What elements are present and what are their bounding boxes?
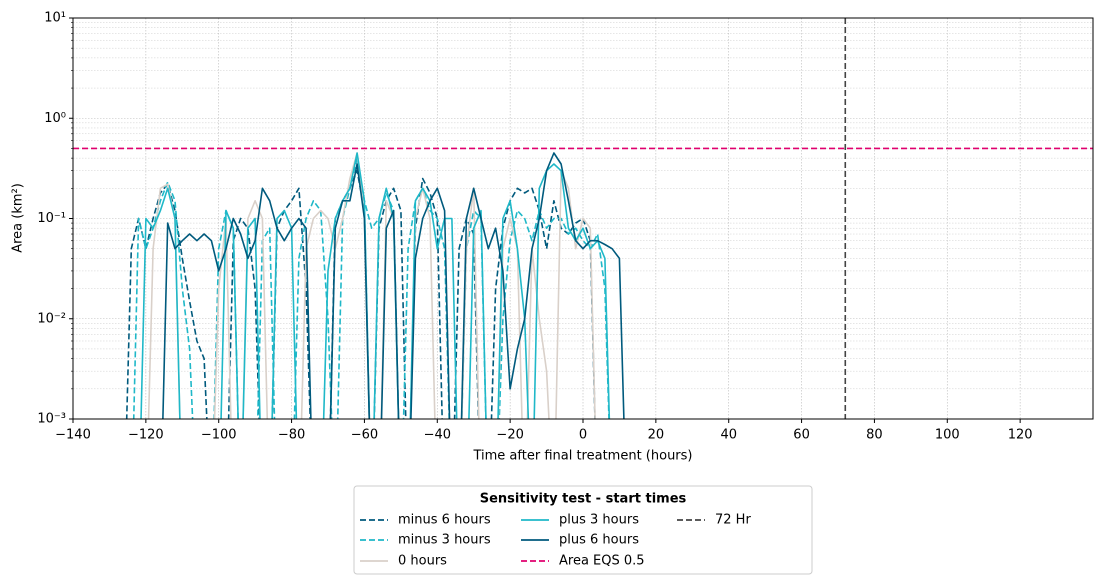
axes: 10⁻³ 10⁻² 10⁻¹ 10⁰ 10¹ −140 −120 −100 −80 −60 −40 −… bbox=[37, 11, 1032, 443]
x-tick-label: 20 bbox=[648, 428, 665, 443]
data-line bbox=[140, 152, 611, 419]
data-line bbox=[147, 152, 596, 419]
x-tick-label: 80 bbox=[866, 428, 883, 443]
legend-box bbox=[353, 485, 813, 575]
legend-label: Area EQS 0.5 bbox=[559, 554, 645, 569]
legend-label: 0 hours bbox=[398, 554, 447, 569]
y-tick-label: 10⁻³ bbox=[37, 412, 66, 427]
y-tick-label: 10⁰ bbox=[44, 111, 66, 126]
plot-area bbox=[73, 18, 1093, 419]
legend-label: plus 3 hours bbox=[559, 513, 639, 528]
x-axis-label: Time after final treatment (hours) bbox=[472, 449, 692, 464]
y-tick-label: 10⁻² bbox=[37, 311, 66, 326]
legend-label: minus 6 hours bbox=[398, 513, 491, 528]
x-tick-label: −40 bbox=[424, 428, 451, 443]
legend-label: plus 6 hours bbox=[559, 533, 639, 548]
legend-label: 72 Hr bbox=[715, 513, 751, 528]
x-tick-label: 100 bbox=[935, 428, 960, 443]
legend-label: minus 3 hours bbox=[398, 533, 491, 548]
y-axis-label: Area (km²) bbox=[11, 183, 26, 253]
x-tick-label: −100 bbox=[201, 428, 237, 443]
x-tick-label: 40 bbox=[720, 428, 737, 443]
x-tick-label: 60 bbox=[793, 428, 810, 443]
x-tick-label: −20 bbox=[496, 428, 523, 443]
x-tick-label: 120 bbox=[1008, 428, 1033, 443]
x-tick-label: −60 bbox=[351, 428, 378, 443]
data-line bbox=[162, 152, 625, 419]
data-line bbox=[132, 157, 610, 419]
y-tick-label: 10⁻¹ bbox=[37, 211, 66, 226]
y-tick-label: 10¹ bbox=[44, 11, 66, 26]
x-tick-label: −120 bbox=[128, 428, 164, 443]
x-tick-label: −80 bbox=[278, 428, 305, 443]
legend: minus 6 hours minus 3 hours 0 hours plus 3 … bbox=[360, 513, 751, 569]
legend-title: Sensitivity test - start times bbox=[480, 492, 687, 507]
x-tick-label: 0 bbox=[579, 428, 587, 443]
x-tick-label: −140 bbox=[55, 428, 91, 443]
